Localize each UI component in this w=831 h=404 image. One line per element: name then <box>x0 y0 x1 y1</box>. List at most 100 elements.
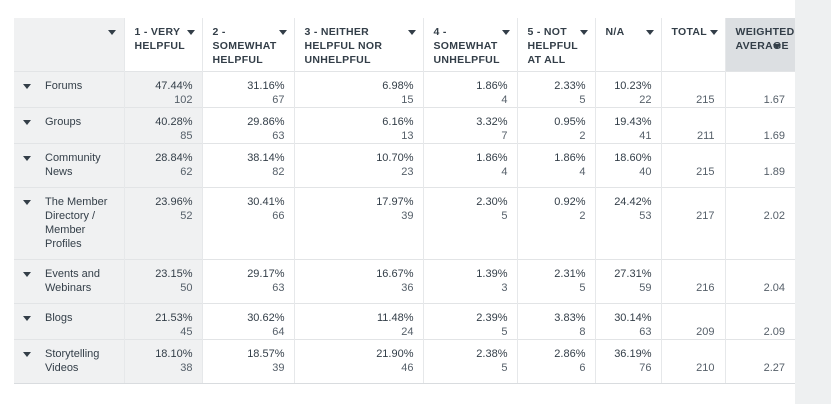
row-header[interactable]: The Member Directory / Member Profiles <box>14 187 124 260</box>
percentage-value: 47.44% <box>155 80 193 92</box>
response-cell: 6.16% 13 <box>293 107 423 144</box>
row-header[interactable]: Community News <box>14 143 124 188</box>
percentage-value: 30.14% <box>614 312 652 324</box>
weighted-average-cell: 1.89 <box>724 143 795 188</box>
column-header[interactable]: 4 - SOMEWHAT UNHELPFUL <box>422 18 517 72</box>
table-row: Community News 28.84% 62 38.14% 82 10.70% 23 1.… <box>14 143 795 188</box>
column-header[interactable]: 2 - SOMEWHAT HELPFUL <box>201 18 294 72</box>
chevron-down-icon[interactable] <box>23 156 31 161</box>
weighted-average-value: 1.89 <box>763 166 785 178</box>
response-cell: 23.15% 50 <box>123 259 202 304</box>
response-cell: 23.96% 52 <box>123 187 202 260</box>
percentage-value: 1.39% <box>476 268 508 280</box>
percentage-value: 21.53% <box>155 312 193 324</box>
response-cell: 40.28% 85 <box>123 107 202 144</box>
weighted-average-cell: 2.27 <box>724 339 795 384</box>
count-value: 53 <box>639 210 652 222</box>
chevron-down-icon[interactable] <box>23 200 31 205</box>
percentage-value: 2.31% <box>554 268 586 280</box>
row-header[interactable]: Storytelling Videos <box>14 339 124 384</box>
count-value: 50 <box>180 282 193 294</box>
row-label: The Member Directory / Member Profiles <box>45 196 108 250</box>
scrollbar-track[interactable] <box>795 0 831 404</box>
percentage-value: 29.86% <box>247 116 285 128</box>
chevron-down-icon[interactable] <box>23 272 31 277</box>
response-cell: 1.39% 3 <box>422 259 517 304</box>
column-header[interactable]: 5 - NOT HELPFUL AT ALL <box>516 18 595 72</box>
count-value: 40 <box>639 166 652 178</box>
column-header[interactable]: TOTAL <box>660 18 725 72</box>
chevron-down-icon <box>645 30 654 35</box>
weighted-average-value: 2.27 <box>763 362 785 374</box>
count-value: 39 <box>401 210 414 222</box>
count-value: 24 <box>401 326 414 338</box>
total-value: 215 <box>696 94 715 106</box>
percentage-value: 38.14% <box>247 152 285 164</box>
header-row: 1 - VERY HELPFUL 2 - SOMEWHAT HELPFUL 3 … <box>14 18 795 72</box>
count-value: 6 <box>579 362 586 374</box>
row-label: Groups <box>45 116 82 128</box>
count-value: 63 <box>272 130 285 142</box>
count-value: 102 <box>174 94 193 106</box>
count-value: 63 <box>639 326 652 338</box>
percentage-value: 3.32% <box>476 116 508 128</box>
count-value: 59 <box>639 282 652 294</box>
response-cell: 38.14% 82 <box>201 143 294 188</box>
chevron-down-icon <box>278 30 287 35</box>
column-header[interactable]: N/A <box>594 18 661 72</box>
column-header[interactable]: 1 - VERY HELPFUL <box>123 18 202 72</box>
weighted-average-value: 2.04 <box>763 282 785 294</box>
response-cell: 28.84% 62 <box>123 143 202 188</box>
count-value: 66 <box>272 210 285 222</box>
count-value: 5 <box>501 210 508 222</box>
count-value: 4 <box>501 166 508 178</box>
response-cell: 2.39% 5 <box>422 303 517 340</box>
chevron-down-icon[interactable] <box>23 120 31 125</box>
row-header[interactable]: Events and Webinars <box>14 259 124 304</box>
percentage-value: 3.83% <box>554 312 586 324</box>
percentage-value: 21.90% <box>376 348 414 360</box>
count-value: 67 <box>272 94 285 106</box>
percentage-value: 0.92% <box>554 196 586 208</box>
table-row: Groups 40.28% 85 29.86% 63 6.16% 13 3.32% 7 0.95%… <box>14 107 795 144</box>
total-cell: 216 <box>660 259 725 304</box>
row-header[interactable]: Forums <box>14 71 124 108</box>
chevron-down-icon <box>773 44 781 49</box>
count-value: 8 <box>579 326 586 338</box>
percentage-value: 1.86% <box>476 152 508 164</box>
count-value: 76 <box>639 362 652 374</box>
count-value: 13 <box>401 130 414 142</box>
count-value: 4 <box>501 94 508 106</box>
response-cell: 24.42% 53 <box>594 187 661 260</box>
total-value: 210 <box>696 362 715 374</box>
row-header[interactable]: Groups <box>14 107 124 144</box>
response-cell: 30.41% 66 <box>201 187 294 260</box>
percentage-value: 0.95% <box>554 116 586 128</box>
response-cell: 31.16% 67 <box>201 71 294 108</box>
percentage-value: 27.31% <box>614 268 652 280</box>
total-cell: 209 <box>660 303 725 340</box>
percentage-value: 30.62% <box>247 312 285 324</box>
count-value: 63 <box>272 282 285 294</box>
total-value: 209 <box>696 326 715 338</box>
count-value: 5 <box>501 362 508 374</box>
chevron-down-icon[interactable] <box>23 84 31 89</box>
percentage-value: 24.42% <box>614 196 652 208</box>
percentage-value: 30.41% <box>247 196 285 208</box>
total-value: 217 <box>696 210 715 222</box>
count-value: 22 <box>639 94 652 106</box>
chevron-down-icon[interactable] <box>23 316 31 321</box>
total-value: 216 <box>696 282 715 294</box>
total-value: 215 <box>696 166 715 178</box>
column-header[interactable]: 3 - NEITHER HELPFUL NOR UNHELPFUL <box>293 18 423 72</box>
column-header[interactable]: WEIGHTED AVERAGE <box>724 18 795 72</box>
results-table: 1 - VERY HELPFUL 2 - SOMEWHAT HELPFUL 3 … <box>14 18 795 384</box>
count-value: 45 <box>180 326 193 338</box>
percentage-value: 16.67% <box>376 268 414 280</box>
row-sort-menu[interactable] <box>14 18 124 72</box>
row-header[interactable]: Blogs <box>14 303 124 340</box>
count-value: 4 <box>579 166 586 178</box>
percentage-value: 2.86% <box>554 348 586 360</box>
chevron-down-icon[interactable] <box>23 352 31 357</box>
count-value: 41 <box>639 130 652 142</box>
